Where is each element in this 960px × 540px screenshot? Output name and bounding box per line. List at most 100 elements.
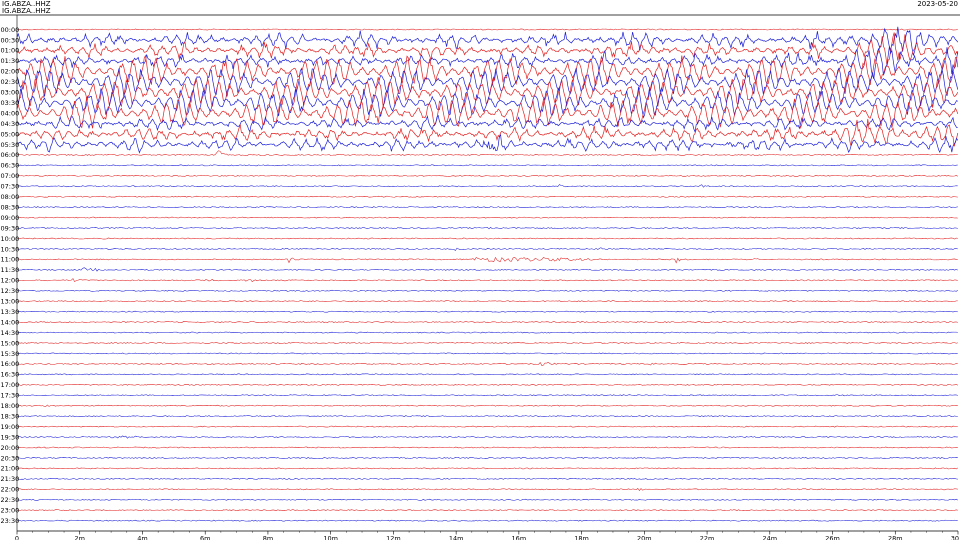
row-time-label: 03:00 bbox=[1, 89, 20, 97]
trace-line bbox=[16, 46, 959, 79]
trace-line bbox=[16, 118, 959, 147]
station-label-2: IG.ABZA..HHZ bbox=[2, 7, 51, 15]
row-time-label: 18:00 bbox=[1, 402, 20, 410]
date-label: 2023-05-20 bbox=[917, 0, 958, 8]
trace-line bbox=[17, 467, 958, 470]
row-time-label: 06:00 bbox=[1, 151, 20, 159]
trace-line bbox=[16, 216, 958, 219]
trace-line bbox=[16, 164, 958, 167]
x-tick-label: 30 bbox=[951, 535, 959, 540]
row-time-label: 17:30 bbox=[1, 392, 20, 400]
x-tick-label: 24m bbox=[762, 535, 777, 540]
row-time-label: 19:30 bbox=[1, 433, 20, 441]
row-time-label: 14:00 bbox=[1, 318, 20, 326]
row-time-label: 08:00 bbox=[1, 193, 20, 201]
trace-line bbox=[16, 435, 958, 439]
trace-line bbox=[16, 184, 958, 188]
row-time-label: 14:30 bbox=[1, 329, 20, 337]
row-time-label: 09:30 bbox=[1, 224, 20, 232]
row-time-label: 20:30 bbox=[1, 454, 20, 462]
trace-line bbox=[16, 278, 958, 283]
trace-line bbox=[16, 67, 959, 97]
row-time-label: 22:00 bbox=[1, 486, 20, 494]
row-time-label: 05:00 bbox=[1, 130, 20, 138]
trace-line bbox=[16, 226, 958, 230]
x-tick-label: 18m bbox=[574, 535, 589, 540]
trace-line bbox=[16, 331, 958, 334]
row-time-label: 21:30 bbox=[1, 475, 20, 483]
row-time-label: 18:30 bbox=[1, 412, 20, 420]
x-tick-label: 6m bbox=[200, 535, 210, 540]
row-time-label: 19:00 bbox=[1, 423, 20, 431]
trace-line bbox=[16, 97, 959, 130]
row-time-label: 16:00 bbox=[1, 360, 20, 368]
row-time-label: 11:00 bbox=[1, 256, 20, 264]
time-axis: 0 2m 4m 6m 8m 10m 12m 14m 16m 18m 20m 22m 24m 26m 28m 3… bbox=[0, 14, 960, 540]
trace-line bbox=[16, 487, 958, 491]
trace-line bbox=[16, 54, 959, 87]
row-time-label: 17:00 bbox=[1, 381, 20, 389]
row-time-label: 09:00 bbox=[1, 214, 20, 222]
trace-line bbox=[16, 150, 958, 156]
row-time-label: 02:00 bbox=[1, 68, 20, 76]
trace-line bbox=[16, 289, 958, 292]
trace-line bbox=[16, 174, 958, 177]
row-time-label: 00:00 bbox=[1, 26, 20, 34]
trace-line bbox=[16, 247, 958, 251]
trace-line bbox=[16, 300, 958, 303]
x-tick-label: 8m bbox=[263, 535, 273, 540]
trace-line bbox=[16, 352, 958, 355]
x-tick-label: 10m bbox=[323, 535, 338, 540]
row-time-label: 08:30 bbox=[1, 203, 20, 211]
x-tick-label: 0 bbox=[15, 535, 19, 540]
x-tick-label: 12m bbox=[386, 535, 401, 540]
row-labels-layer: 00:00 00:30 01:00 01:30 02:00 02:30 03:00 03:30… bbox=[1, 26, 20, 525]
row-time-label: 07:00 bbox=[1, 172, 20, 180]
row-time-label: 04:00 bbox=[1, 109, 20, 117]
row-time-label: 13:30 bbox=[1, 308, 20, 316]
row-time-label: 10:00 bbox=[1, 235, 20, 243]
x-tick-label: 20m bbox=[637, 535, 652, 540]
x-tick-label: 4m bbox=[137, 535, 147, 540]
trace-line bbox=[16, 373, 958, 376]
row-time-label: 12:00 bbox=[1, 277, 20, 285]
row-time-label: 07:30 bbox=[1, 183, 20, 191]
trace-line bbox=[16, 134, 959, 154]
trace-line bbox=[17, 195, 958, 198]
trace-line bbox=[16, 310, 958, 313]
row-time-label: 06:30 bbox=[1, 162, 20, 170]
trace-line bbox=[16, 498, 958, 501]
x-tick-label: 28m bbox=[888, 535, 903, 540]
row-time-label: 23:30 bbox=[1, 517, 20, 525]
trace-line bbox=[16, 457, 958, 459]
trace-line bbox=[16, 77, 959, 108]
x-tick-label: 22m bbox=[700, 535, 715, 540]
x-tick-label: 2m bbox=[74, 535, 84, 540]
trace-line bbox=[16, 361, 958, 366]
x-tick-label: 14m bbox=[449, 535, 464, 540]
row-time-label: 10:30 bbox=[1, 245, 20, 253]
trace-line bbox=[16, 32, 959, 67]
trace-line bbox=[16, 256, 958, 264]
trace-line bbox=[16, 509, 958, 512]
row-time-label: 16:30 bbox=[1, 371, 20, 379]
row-time-label: 11:30 bbox=[1, 266, 20, 274]
trace-line bbox=[16, 342, 958, 344]
row-time-label: 15:30 bbox=[1, 350, 20, 358]
trace-line bbox=[16, 394, 958, 397]
row-time-label: 21:00 bbox=[1, 465, 20, 473]
row-time-label: 01:00 bbox=[1, 47, 20, 55]
row-time-label: 22:30 bbox=[1, 496, 20, 504]
trace-line bbox=[16, 86, 958, 119]
traces-layer bbox=[16, 26, 959, 522]
row-time-label: 03:30 bbox=[1, 99, 20, 107]
station-label-1: IG.ABZA..HHZ bbox=[2, 0, 51, 8]
x-tick-label: 16m bbox=[512, 535, 527, 540]
row-time-label: 02:30 bbox=[1, 78, 20, 86]
trace-line bbox=[16, 321, 958, 323]
row-time-label: 13:00 bbox=[1, 298, 20, 306]
trace-line bbox=[16, 415, 958, 417]
trace-line bbox=[16, 383, 958, 386]
trace-line bbox=[16, 267, 958, 272]
